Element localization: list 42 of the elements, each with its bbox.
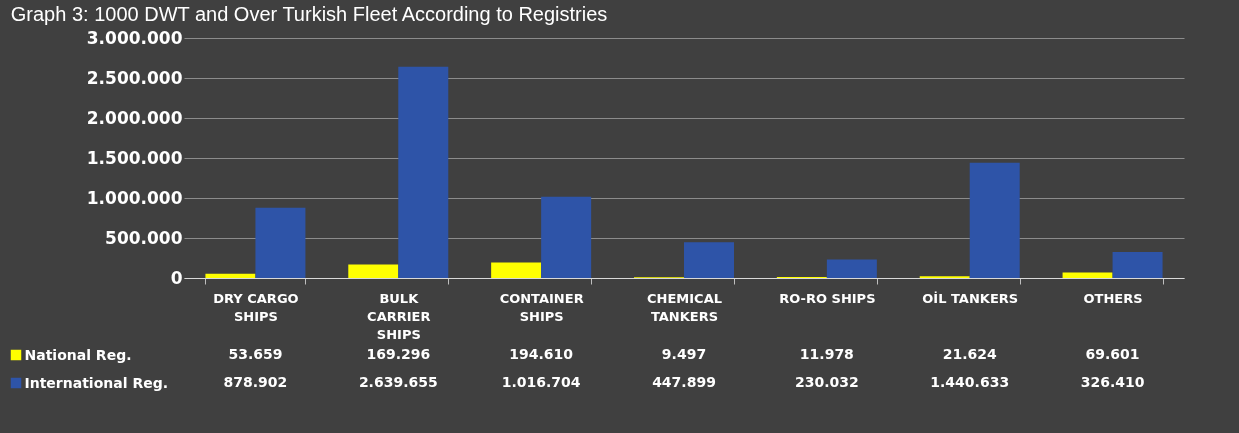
data-label: 21.624 — [942, 346, 997, 362]
data-label: 9.497 — [661, 346, 707, 362]
y-tick-label: 2.000.000 — [86, 107, 183, 128]
data-label: 878.902 — [223, 374, 288, 390]
y-tick-label: 1.500.000 — [86, 147, 183, 168]
data-label: 194.610 — [509, 346, 574, 362]
bar — [541, 196, 592, 278]
bar — [348, 264, 399, 278]
data-label: 326.410 — [1080, 374, 1145, 390]
y-tick-label: 3.000.000 — [86, 27, 183, 48]
data-label: 230.032 — [794, 374, 859, 390]
bar — [684, 242, 734, 278]
data-label: 1.440.633 — [930, 374, 1010, 390]
chart-title: Graph 3: 1000 DWT and Over Turkish Fleet According to Registries — [10, 3, 608, 25]
legend-label: International Reg. — [24, 374, 168, 391]
y-tick-label: 0 — [170, 267, 183, 288]
x-tick-label: CHEMICAL TANKERS — [647, 290, 722, 324]
y-tick-label: 500.000 — [105, 227, 183, 248]
x-tick-label: OİL TANKERS — [922, 290, 1019, 306]
data-label: 2.639.655 — [358, 374, 438, 390]
bar — [398, 66, 449, 278]
x-tick-label: BULK CARRIER SHIPS — [367, 290, 431, 342]
bar — [969, 162, 1020, 278]
legend-label: National Reg. — [24, 346, 132, 363]
data-label: 169.296 — [366, 346, 431, 362]
data-label: 53.659 — [228, 346, 283, 362]
bar — [1062, 272, 1113, 278]
data-label: 1.016.704 — [501, 374, 581, 390]
bar — [255, 207, 306, 278]
x-tick-label: RO-RO SHIPS — [779, 290, 876, 306]
bar — [205, 273, 256, 278]
data-label: 11.978 — [799, 346, 854, 362]
y-tick-label: 1.000.000 — [86, 187, 183, 208]
bar — [491, 262, 542, 278]
y-tick-label: 2.500.000 — [86, 67, 183, 88]
x-tick-label: CONTAINER SHIPS — [499, 290, 584, 324]
bar — [1112, 251, 1163, 278]
x-tick-label: OTHERS — [1083, 290, 1143, 306]
x-tick-label: DRY CARGO SHIPS — [213, 290, 299, 324]
bar — [826, 259, 877, 278]
data-label: 447.899 — [652, 374, 716, 390]
data-label: 69.601 — [1085, 346, 1140, 362]
